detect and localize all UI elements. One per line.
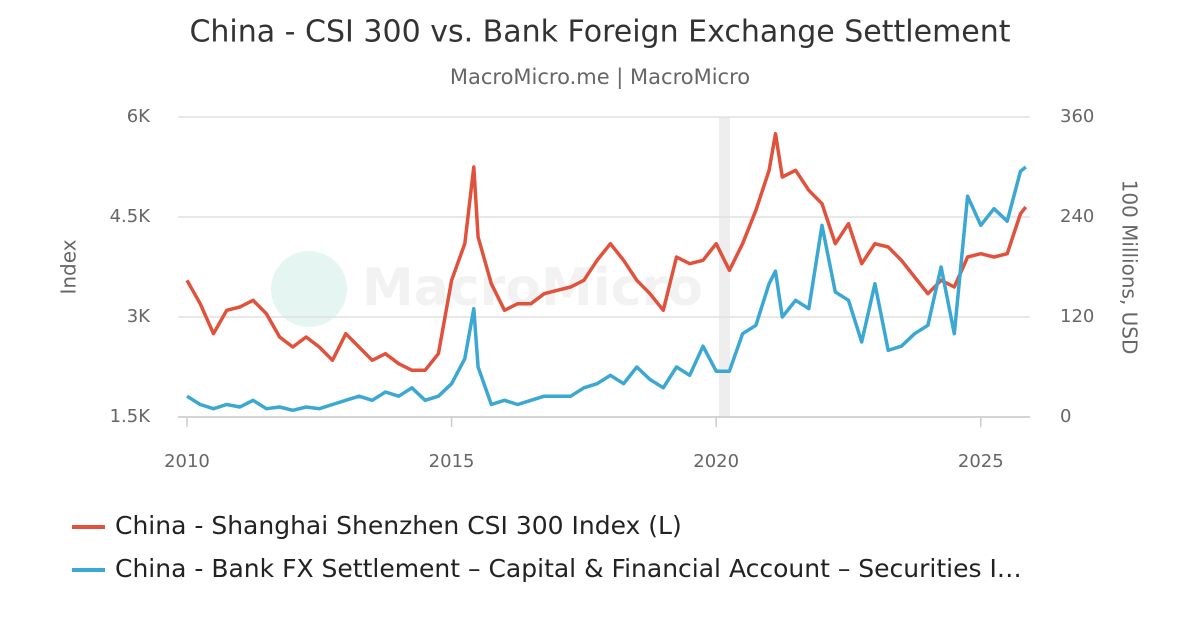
y2-tick-label: 120 — [1060, 306, 1094, 327]
watermark-logo — [271, 251, 347, 327]
y2-tick-label: 360 — [1060, 106, 1094, 127]
y2-tick-label: 240 — [1060, 206, 1094, 227]
legend-label: China - Shanghai Shenzhen CSI 300 Index … — [115, 511, 682, 540]
y-tick-label: 4.5K — [110, 206, 152, 227]
chart-title: China - CSI 300 vs. Bank Foreign Exchang… — [189, 15, 1010, 50]
y2-axis-label: 100 Millions, USD — [1118, 180, 1142, 355]
y-tick-label: 1.5K — [110, 406, 152, 427]
x-tick-label: 2010 — [164, 451, 210, 472]
highlight-band — [719, 117, 730, 417]
y-tick-label: 6K — [127, 106, 151, 127]
y-tick-label: 3K — [127, 306, 151, 327]
legend-label: China - Bank FX Settlement – Capital & F… — [115, 554, 1022, 583]
watermark-text: MacroMicro — [362, 258, 703, 318]
chart-subtitle: MacroMicro.me | MacroMicro — [450, 65, 750, 90]
series-line — [185, 131, 1028, 373]
y-axis-label: Index — [57, 239, 81, 294]
x-tick-label: 2020 — [693, 451, 739, 472]
x-tick-label: 2015 — [429, 451, 475, 472]
y2-tick-label: 0 — [1060, 406, 1071, 427]
series-line — [186, 165, 1027, 413]
x-tick-label: 2025 — [958, 451, 1004, 472]
